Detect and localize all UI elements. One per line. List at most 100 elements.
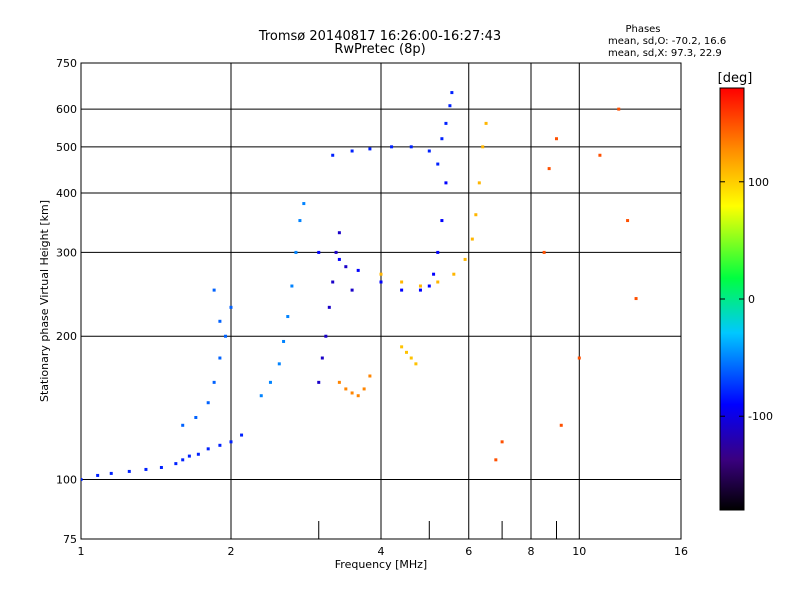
data-point	[577, 356, 581, 360]
data-point	[320, 356, 324, 360]
y-tick-label: 600	[56, 103, 77, 116]
data-point	[379, 272, 383, 276]
data-point	[259, 394, 263, 398]
data-point	[229, 440, 233, 444]
data-point	[302, 202, 306, 206]
colorbar-ticks: 100 0 -100	[720, 176, 773, 423]
data-point	[212, 380, 216, 384]
data-point	[159, 465, 163, 469]
data-point	[286, 315, 290, 319]
data-point	[187, 454, 191, 458]
data-point	[294, 250, 298, 254]
data-point	[362, 387, 366, 391]
data-point	[368, 374, 372, 378]
data-point	[334, 250, 338, 254]
data-point	[427, 149, 431, 153]
data-point	[470, 237, 474, 241]
data-point	[224, 334, 228, 338]
data-point	[494, 458, 498, 462]
x-axis-label: Frequency [MHz]	[335, 558, 427, 571]
data-point	[554, 137, 558, 141]
data-point	[542, 250, 546, 254]
data-point	[290, 284, 294, 288]
y-tick-label: 500	[56, 141, 77, 154]
data-point	[240, 433, 244, 437]
data-point	[194, 415, 198, 419]
data-point	[356, 268, 360, 272]
data-point	[229, 305, 233, 309]
chart-subtitle: RwPretec (8p)	[334, 42, 425, 57]
data-point	[409, 145, 413, 149]
data-point	[474, 213, 478, 217]
x-tick-label: 2	[228, 545, 235, 558]
x-tick-label: 6	[465, 545, 472, 558]
data-point	[547, 167, 551, 171]
data-point	[409, 356, 413, 360]
y-tick-label: 100	[56, 474, 77, 487]
data-point	[427, 284, 431, 288]
data-point	[444, 121, 448, 125]
colorbar-tick-label: 0	[748, 293, 755, 306]
data-point	[218, 443, 222, 447]
colorbar-tick-label: -100	[748, 410, 773, 423]
data-point	[400, 280, 404, 284]
data-point	[617, 107, 621, 111]
data-point	[444, 181, 448, 185]
data-point	[331, 280, 335, 284]
phase-box-line-o: mean, sd,O: -70.2, 16.6	[608, 36, 726, 47]
x-tick-label: 4	[378, 545, 385, 558]
x-tick-label: 16	[674, 545, 688, 558]
phase-box-title: Phases	[625, 24, 660, 35]
data-point	[181, 423, 185, 427]
data-point	[404, 350, 408, 354]
y-axis-ticks: 75 100 200 300 400 500 600 750	[56, 57, 77, 546]
data-point	[218, 356, 222, 360]
data-point	[206, 447, 210, 451]
data-point	[356, 394, 360, 398]
data-point	[484, 121, 488, 125]
data-point	[440, 137, 444, 141]
data-point	[450, 91, 454, 95]
data-point	[81, 478, 83, 482]
data-point	[96, 473, 100, 477]
data-point	[436, 250, 440, 254]
chart-title: Tromsø 20140817 16:26:00-16:27:43	[258, 29, 501, 44]
data-point	[331, 153, 335, 157]
data-point	[127, 469, 131, 473]
data-point	[418, 284, 422, 288]
data-point	[344, 265, 348, 269]
data-point	[400, 288, 404, 292]
data-point	[218, 319, 222, 323]
data-point	[481, 145, 485, 149]
data-point	[390, 145, 394, 149]
data-point	[212, 288, 216, 292]
data-point	[463, 257, 467, 261]
colorbar-tick-label: 100	[748, 176, 769, 189]
phase-box-line-x: mean, sd,X: 97.3, 22.9	[608, 48, 722, 59]
data-point	[559, 423, 563, 427]
data-point	[174, 462, 178, 466]
colorbar-label: [deg]	[718, 71, 753, 86]
x-axis-ticks: 1 2 4 6 8 10 16	[78, 521, 688, 558]
data-point	[337, 231, 341, 235]
y-axis-label: Stationary phase Virtual Height [km]	[38, 200, 51, 402]
data-point	[282, 339, 286, 343]
data-point	[440, 219, 444, 223]
data-point	[206, 401, 210, 405]
data-point	[414, 362, 418, 366]
data-point	[626, 219, 630, 223]
data-point	[452, 272, 456, 276]
data-point	[337, 380, 341, 384]
y-tick-label: 750	[56, 57, 77, 70]
grid-lines	[81, 63, 681, 539]
y-tick-label: 400	[56, 187, 77, 200]
data-point	[634, 297, 638, 301]
data-point	[368, 147, 372, 151]
x-tick-label: 8	[528, 545, 535, 558]
data-point	[477, 181, 481, 185]
x-tick-label: 10	[572, 545, 586, 558]
x-tick-label: 1	[78, 545, 85, 558]
data-point	[436, 162, 440, 166]
y-tick-label: 300	[56, 246, 77, 259]
